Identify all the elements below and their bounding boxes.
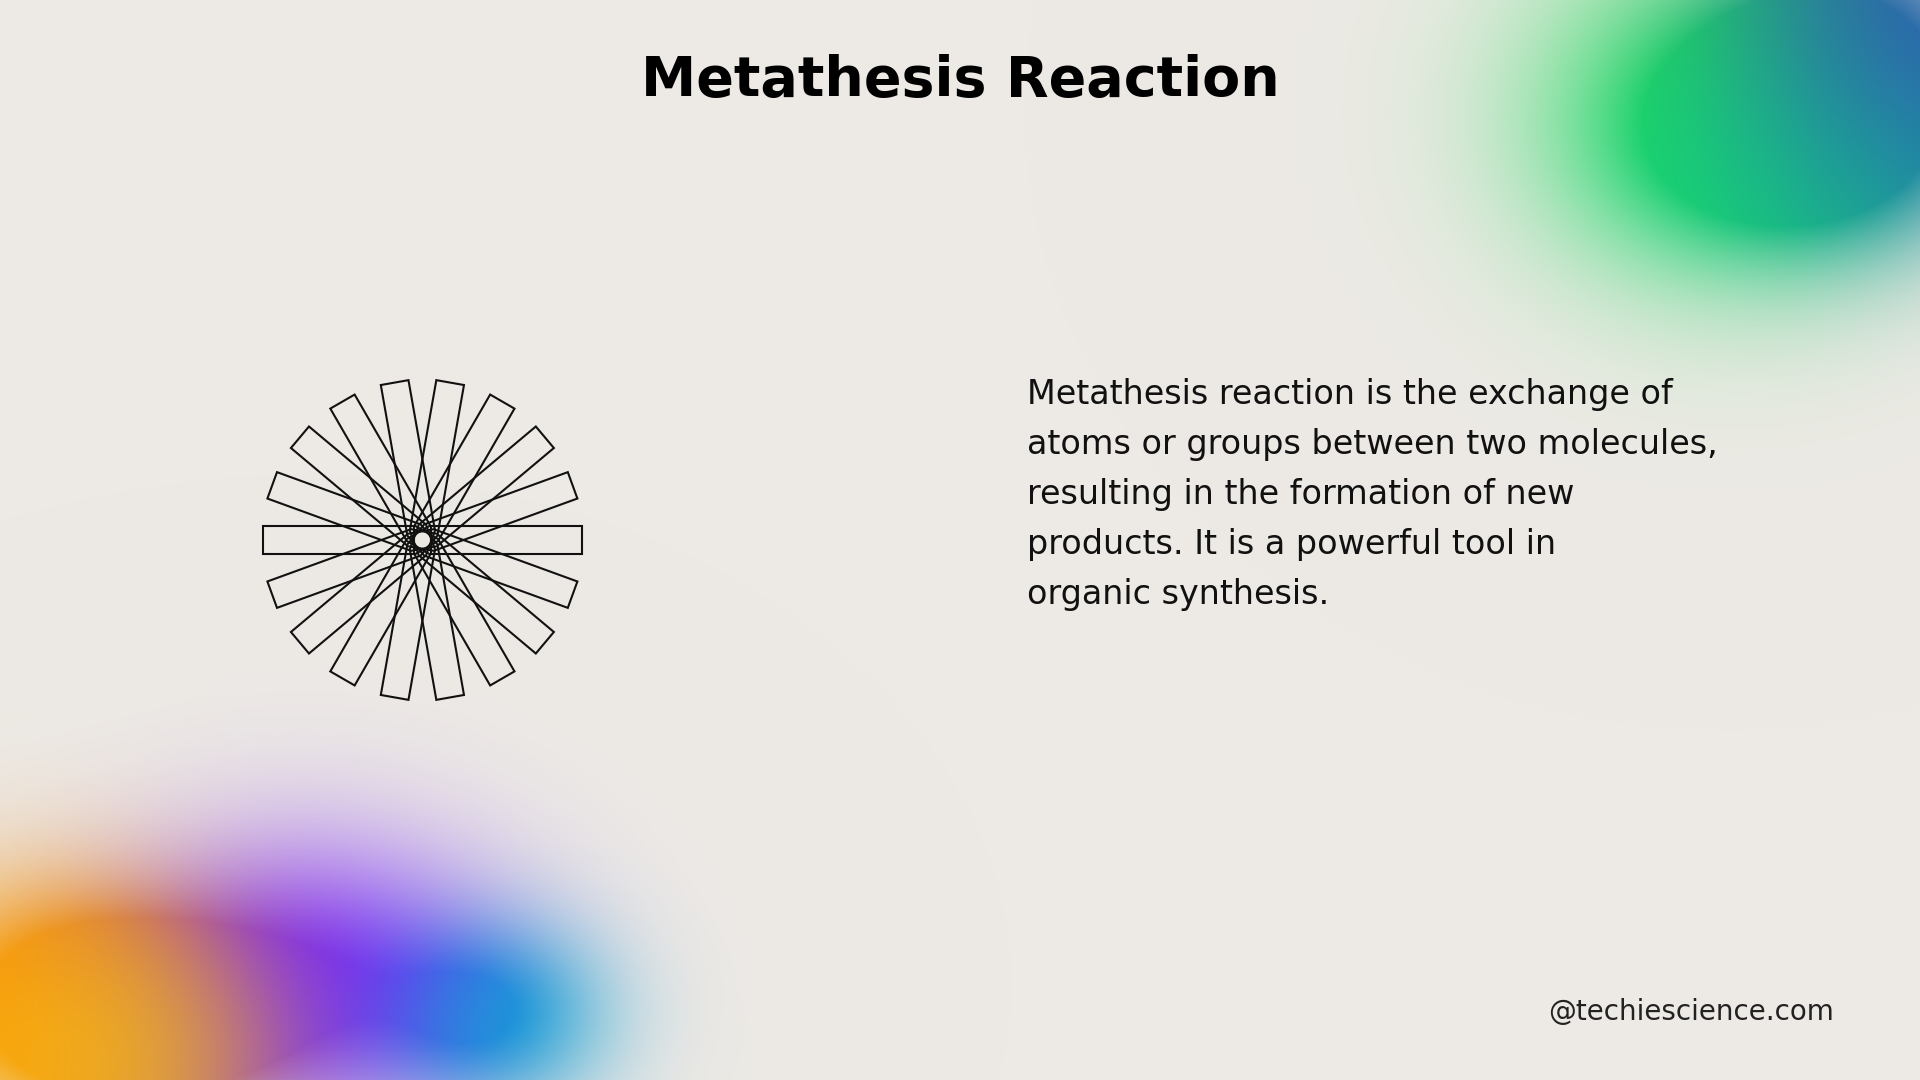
Text: Metathesis reaction is the exchange of
atoms or groups between two molecules,
re: Metathesis reaction is the exchange of a… bbox=[1027, 378, 1718, 610]
Text: Metathesis Reaction: Metathesis Reaction bbox=[641, 54, 1279, 108]
Text: @techiescience.com: @techiescience.com bbox=[1548, 998, 1834, 1026]
